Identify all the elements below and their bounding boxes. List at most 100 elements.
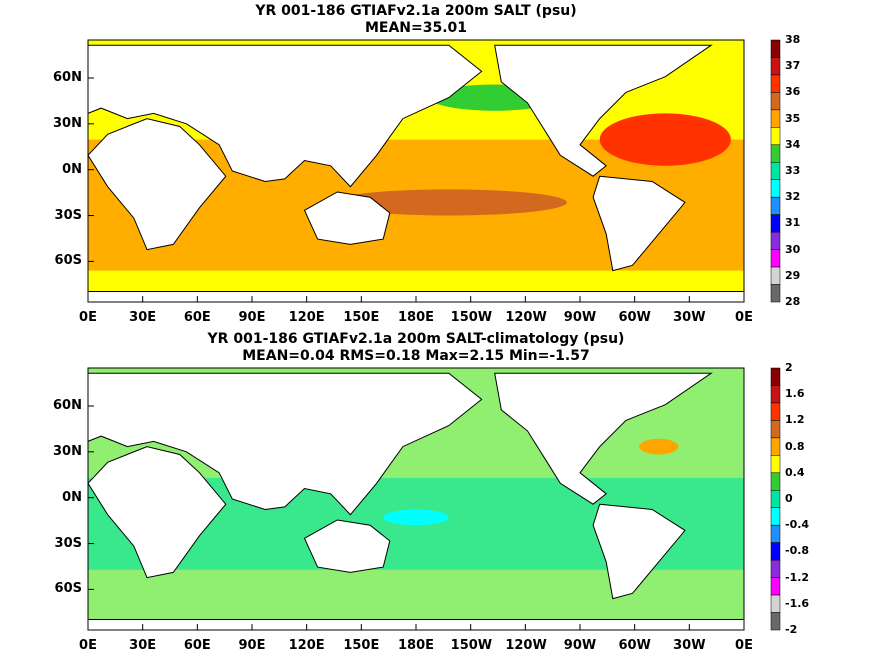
lon-label: 90W (563, 310, 597, 325)
p2-colorbar-cell (770, 507, 781, 526)
p1-colorbar-cell (770, 162, 781, 180)
p1-colorbar-cell (770, 144, 781, 163)
lon-label: 150W (450, 638, 493, 653)
lon-label: 60W (618, 638, 651, 653)
colorbar-label: -1.2 (785, 570, 810, 584)
p1-land-1 (87, 44, 483, 188)
colorbar-label: 0.4 (785, 465, 805, 479)
p2-colorbar-cell (770, 385, 781, 404)
lat-label: 30N (53, 115, 82, 131)
p2-negative-anomaly (383, 509, 449, 526)
colorbar-label: 35 (785, 111, 801, 125)
lat-label: 30S (54, 207, 82, 223)
colorbar-label: 36 (785, 85, 801, 99)
lat-label: 0N (62, 489, 82, 505)
p1-colorbar-cell (770, 127, 781, 146)
panel2-title: YR 001-186 GTIAFv2.1a 200m SALT-climatol… (207, 331, 625, 347)
lon-label: 150E (343, 310, 380, 325)
colorbar-label: 38 (785, 33, 801, 46)
lon-label: 60E (183, 310, 211, 325)
lon-label: 0E (79, 638, 97, 653)
lat-label: 60S (54, 581, 82, 597)
panel1-subtitle: MEAN=35.01 (364, 20, 468, 36)
lat-label: 60N (53, 69, 82, 85)
p1-colorbar-cell (770, 92, 781, 111)
lon-label: 90W (563, 638, 597, 653)
p1-colorbar-cell (770, 57, 781, 76)
p2-colorbar-cell (770, 367, 781, 386)
p2-colorbar-cell (770, 490, 781, 508)
lon-label: 90E (238, 638, 266, 653)
panel2-subtitle: MEAN=0.04 RMS=0.18 Max=2.15 Min=-1.57 (242, 348, 590, 364)
p2-colorbar-cell (770, 402, 781, 421)
colorbar-label: 33 (785, 164, 801, 177)
p2-land-0 (87, 446, 227, 579)
p2-land-3 (494, 372, 713, 505)
p1-land-4 (592, 175, 686, 272)
colorbar-label: 37 (785, 59, 801, 73)
colorbar-label: -0.4 (785, 518, 810, 532)
p1-colorbar-cell (770, 266, 781, 285)
p1-high-salt-atlantic (599, 113, 731, 166)
lon-label: 150W (450, 310, 493, 325)
colorbar-label: -0.8 (785, 544, 810, 558)
p1-colorbar-cell (770, 39, 781, 58)
colorbar-label: 34 (785, 137, 801, 151)
p2-colorbar-cell (770, 437, 781, 456)
p2-land-4 (592, 503, 686, 600)
lon-label: 120W (505, 638, 547, 653)
colorbar-label: 31 (785, 216, 801, 230)
p2-colorbar-cell (770, 524, 781, 543)
p1-colorbar-cell (770, 109, 781, 128)
lon-label: 180E (397, 638, 435, 653)
p2-colorbar-cell (770, 542, 781, 561)
lat-label: 30N (53, 443, 82, 459)
p1-land-3 (494, 44, 713, 177)
colorbar-label: 2 (785, 361, 793, 374)
colorbar-label: 1.2 (785, 413, 805, 427)
lon-label: 0E (735, 638, 753, 653)
p1-colorbar-cell (770, 231, 781, 250)
lon-label: 30E (129, 638, 157, 653)
colorbar-label: 0.8 (785, 439, 805, 453)
p2-colorbar-cell (770, 455, 781, 474)
lon-label: 150E (343, 638, 380, 653)
p1-colorbar-cell (770, 179, 781, 198)
lon-label: 90E (238, 310, 266, 325)
colorbar-label: 30 (785, 242, 801, 256)
colorbar-label: 28 (785, 295, 801, 308)
lon-label: 60W (618, 310, 651, 325)
lon-label: 120E (288, 310, 325, 325)
lon-label: 0E (79, 310, 97, 325)
panel1-title: YR 001-186 GTIAFv2.1a 200m SALT (psu) (255, 3, 577, 19)
colorbar-label: 32 (785, 190, 801, 204)
lon-label: 60E (183, 638, 211, 653)
lat-label: 60S (54, 253, 82, 269)
p1-colorbar-cell (770, 249, 781, 268)
lon-label: 120W (505, 310, 547, 325)
p1-colorbar-cell (770, 74, 781, 93)
p1-land-0 (87, 118, 227, 251)
lat-label: 60N (53, 397, 82, 413)
colorbar-label: 29 (785, 268, 801, 282)
colorbar-label: -1.6 (785, 596, 810, 610)
lon-label: 180E (397, 310, 435, 325)
p2-colorbar-cell (770, 594, 781, 613)
colorbar-label: 0 (785, 492, 793, 505)
lat-label: 0N (62, 161, 82, 177)
p2-positive-anomaly (639, 438, 679, 455)
p1-colorbar-cell (770, 284, 781, 303)
p2-land-1 (87, 372, 483, 516)
colorbar-label: 1.6 (785, 387, 805, 401)
p2-colorbar-cell (770, 559, 781, 578)
p2-colorbar-cell (770, 577, 781, 596)
p1-land-2 (303, 191, 391, 245)
lon-label: 120E (288, 638, 325, 653)
lon-label: 30W (673, 310, 706, 325)
lon-label: 30W (673, 638, 706, 653)
lat-label: 30S (54, 535, 82, 551)
lon-label: 0E (735, 310, 753, 325)
p1-high-salt-pacific (330, 189, 567, 216)
p1-colorbar-cell (770, 214, 781, 233)
